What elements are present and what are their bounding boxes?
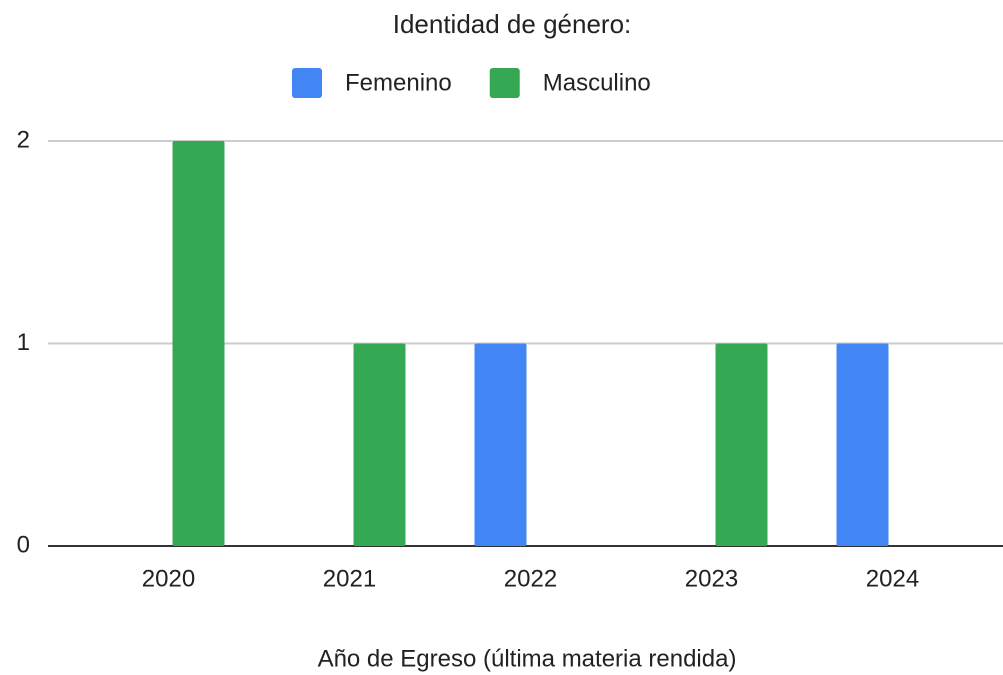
bar [172,141,225,546]
y-tick-label: 2 [17,126,30,153]
legend-label: Masculino [543,69,651,96]
legend-swatch [489,68,520,98]
legend-label: Femenino [345,69,452,96]
y-tick-label: 1 [17,329,30,356]
bar [836,343,889,546]
x-tick-label: 2023 [685,565,738,592]
bar [715,343,768,546]
bar [474,343,527,546]
x-tick-label: 2020 [142,565,195,592]
legend-swatch [292,68,322,98]
chart-title: Identidad de género: [393,9,632,39]
x-tick-label: 2022 [504,565,557,592]
x-axis-label: Año de Egreso (última materia rendida) [318,645,737,672]
x-tick-label: 2024 [866,565,919,592]
y-tick-label: 0 [17,531,30,558]
bar [353,343,406,546]
x-tick-label: 2021 [323,565,376,592]
